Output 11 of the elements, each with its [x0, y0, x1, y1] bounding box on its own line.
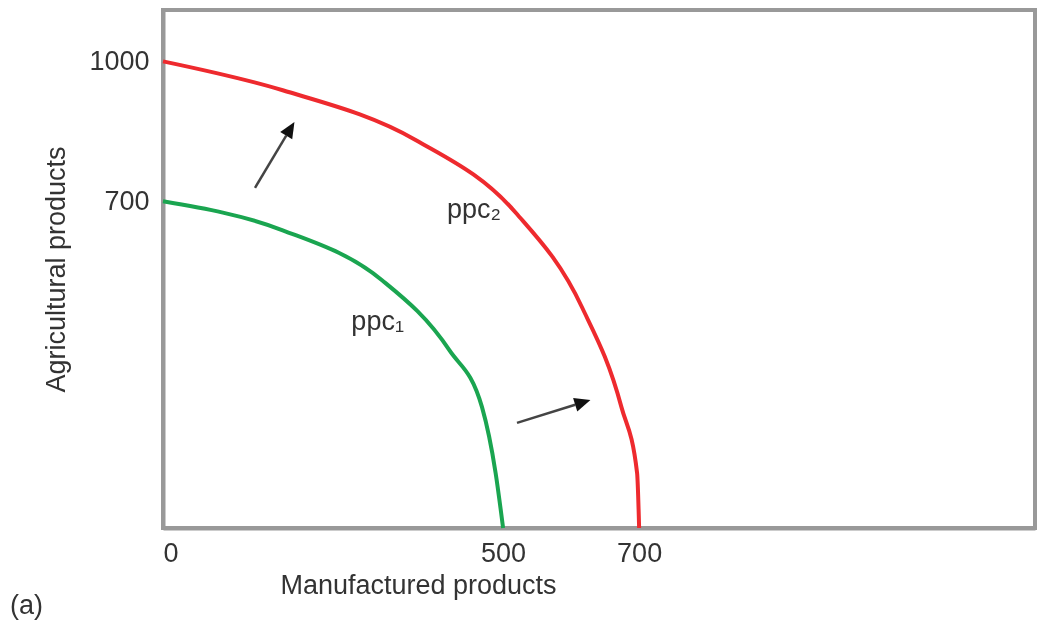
- y-tick-label: 1000: [89, 45, 150, 76]
- series-label: ppc₂: [447, 194, 502, 225]
- x-axis-title: Manufactured products: [280, 569, 557, 600]
- line-series: [161, 199, 506, 530]
- x-tick-label: 500: [481, 537, 527, 568]
- line-series: [161, 59, 642, 530]
- series-label: ppc₁: [351, 306, 405, 337]
- x-tick-label: 700: [617, 537, 663, 568]
- y-axis-title: Agricultural products: [41, 146, 72, 393]
- text: (a): [10, 590, 43, 620]
- x-tick-label: 0: [163, 537, 179, 568]
